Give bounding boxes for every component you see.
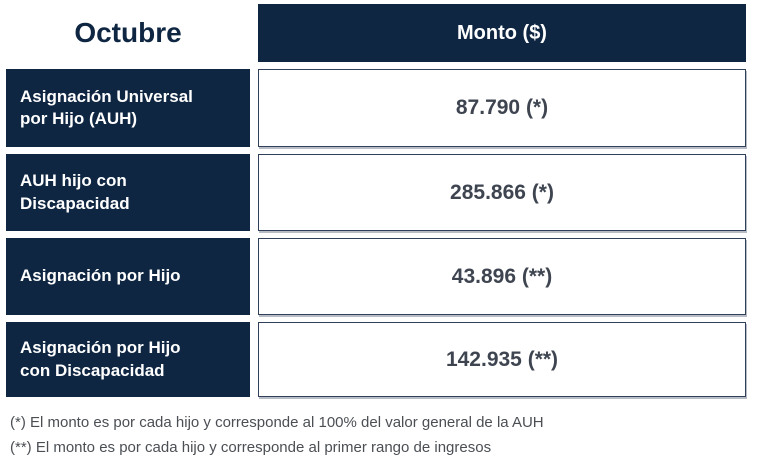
- table-row-amount-auh: 87.790 (*): [258, 69, 746, 147]
- table-row-amount-asignacion-hijo-discapacidad: 142.935 (**): [258, 322, 746, 397]
- amount-value: 285.866 (*): [450, 180, 554, 204]
- table-row-label-auh: Asignación Universal por Hijo (AUH): [6, 69, 250, 147]
- footnotes: (*) El monto es por cada hijo y correspo…: [10, 410, 759, 460]
- benefits-table: Octubre Monto ($) Asignación Universal p…: [6, 4, 759, 397]
- amount-value: 87.790 (*): [455, 96, 549, 119]
- amount-value: 43.896 (**): [451, 264, 553, 288]
- footnote-double-asterisk: (**) El monto es por cada hijo y corresp…: [10, 439, 492, 456]
- table-row-label-asignacion-hijo-discapacidad: Asignación por Hijo con Discapacidad: [6, 322, 250, 397]
- table-row-label-auh-discapacidad: AUH hijo con Discapacidad: [6, 154, 250, 231]
- row-label-text: Asignación por Hijo con Discapacidad: [20, 338, 181, 380]
- table-row-amount-asignacion-hijo: 43.896 (**): [258, 238, 746, 315]
- table-row-amount-auh-discapacidad: 285.866 (*): [258, 154, 746, 231]
- amount-value: 142.935 (**): [445, 347, 559, 371]
- row-label-text: AUH hijo con Discapacidad: [20, 171, 130, 213]
- row-label-text: Asignación por Hijo: [20, 266, 181, 286]
- amount-column-header: Monto ($): [258, 4, 746, 62]
- month-title: Octubre: [74, 17, 182, 48]
- footnote-single-asterisk: (*) El monto es por cada hijo y correspo…: [10, 414, 544, 431]
- table-row-label-asignacion-hijo: Asignación por Hijo: [6, 238, 250, 315]
- row-label-text: Asignación Universal por Hijo (AUH): [20, 86, 193, 128]
